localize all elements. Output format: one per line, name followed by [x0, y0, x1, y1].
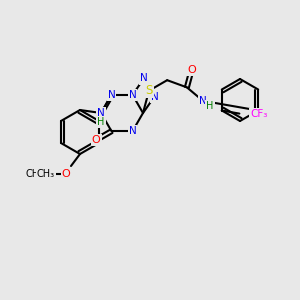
Text: CH₃: CH₃ — [37, 169, 55, 179]
Text: CF₃: CF₃ — [250, 109, 268, 118]
Text: O: O — [92, 135, 100, 145]
Text: N: N — [199, 96, 207, 106]
Text: N: N — [129, 90, 136, 100]
Text: N: N — [108, 90, 116, 100]
Text: N: N — [151, 92, 158, 102]
Text: CH₃: CH₃ — [26, 169, 44, 179]
Text: N: N — [97, 108, 105, 118]
Text: O: O — [61, 169, 70, 179]
Text: N: N — [140, 74, 148, 83]
Text: O: O — [61, 169, 70, 179]
Text: O: O — [187, 65, 196, 75]
Text: N: N — [129, 126, 136, 136]
Text: S: S — [145, 84, 153, 97]
Text: H: H — [206, 101, 214, 111]
Text: H: H — [97, 117, 105, 127]
